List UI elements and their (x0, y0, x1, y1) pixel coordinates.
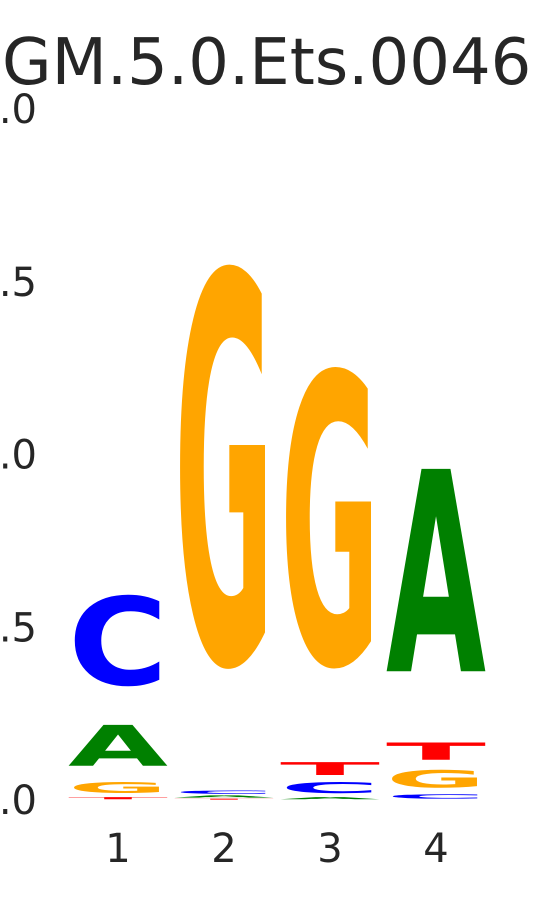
logo-letter-t: T (280, 759, 380, 780)
x-tick-label: 1 (105, 826, 130, 872)
logo-letter-a: A (280, 797, 380, 800)
chart-title: GM.5.0.Ets.0046 (2, 26, 531, 100)
y-axis-ticks: 0.0 0.5 1.0 1.5 2.0 (0, 87, 37, 824)
x-tick-label: 4 (423, 826, 448, 872)
logo-letter-a: A (68, 715, 168, 780)
x-tick-label: 2 (211, 826, 236, 872)
logo-letter-g: G (174, 166, 274, 788)
y-tick-label: 2.0 (0, 87, 37, 133)
logo-letter-a: A (174, 795, 274, 798)
logo-letter-c: C (174, 790, 274, 795)
logo-letter-g: G (386, 766, 486, 793)
logo-letter-c: C (386, 793, 486, 800)
logo-letter-g: G (280, 292, 380, 757)
logo-letter-t: T (386, 738, 487, 765)
y-tick-label: 1.5 (0, 260, 37, 306)
logo-letter-c: C (68, 573, 168, 714)
logo-letter-c: C (280, 779, 380, 796)
logo-letter-t: T (68, 797, 168, 800)
y-tick-label: 0.0 (0, 778, 37, 824)
x-axis-ticks: 1 2 3 4 (105, 826, 448, 872)
y-tick-label: 0.5 (0, 605, 37, 651)
logo-letter-g: G (68, 779, 168, 796)
x-tick-label: 3 (317, 826, 342, 872)
logo-letter-a: A (386, 415, 486, 738)
logo-letter-t: T (174, 798, 274, 800)
y-tick-label: 1.0 (0, 433, 37, 479)
